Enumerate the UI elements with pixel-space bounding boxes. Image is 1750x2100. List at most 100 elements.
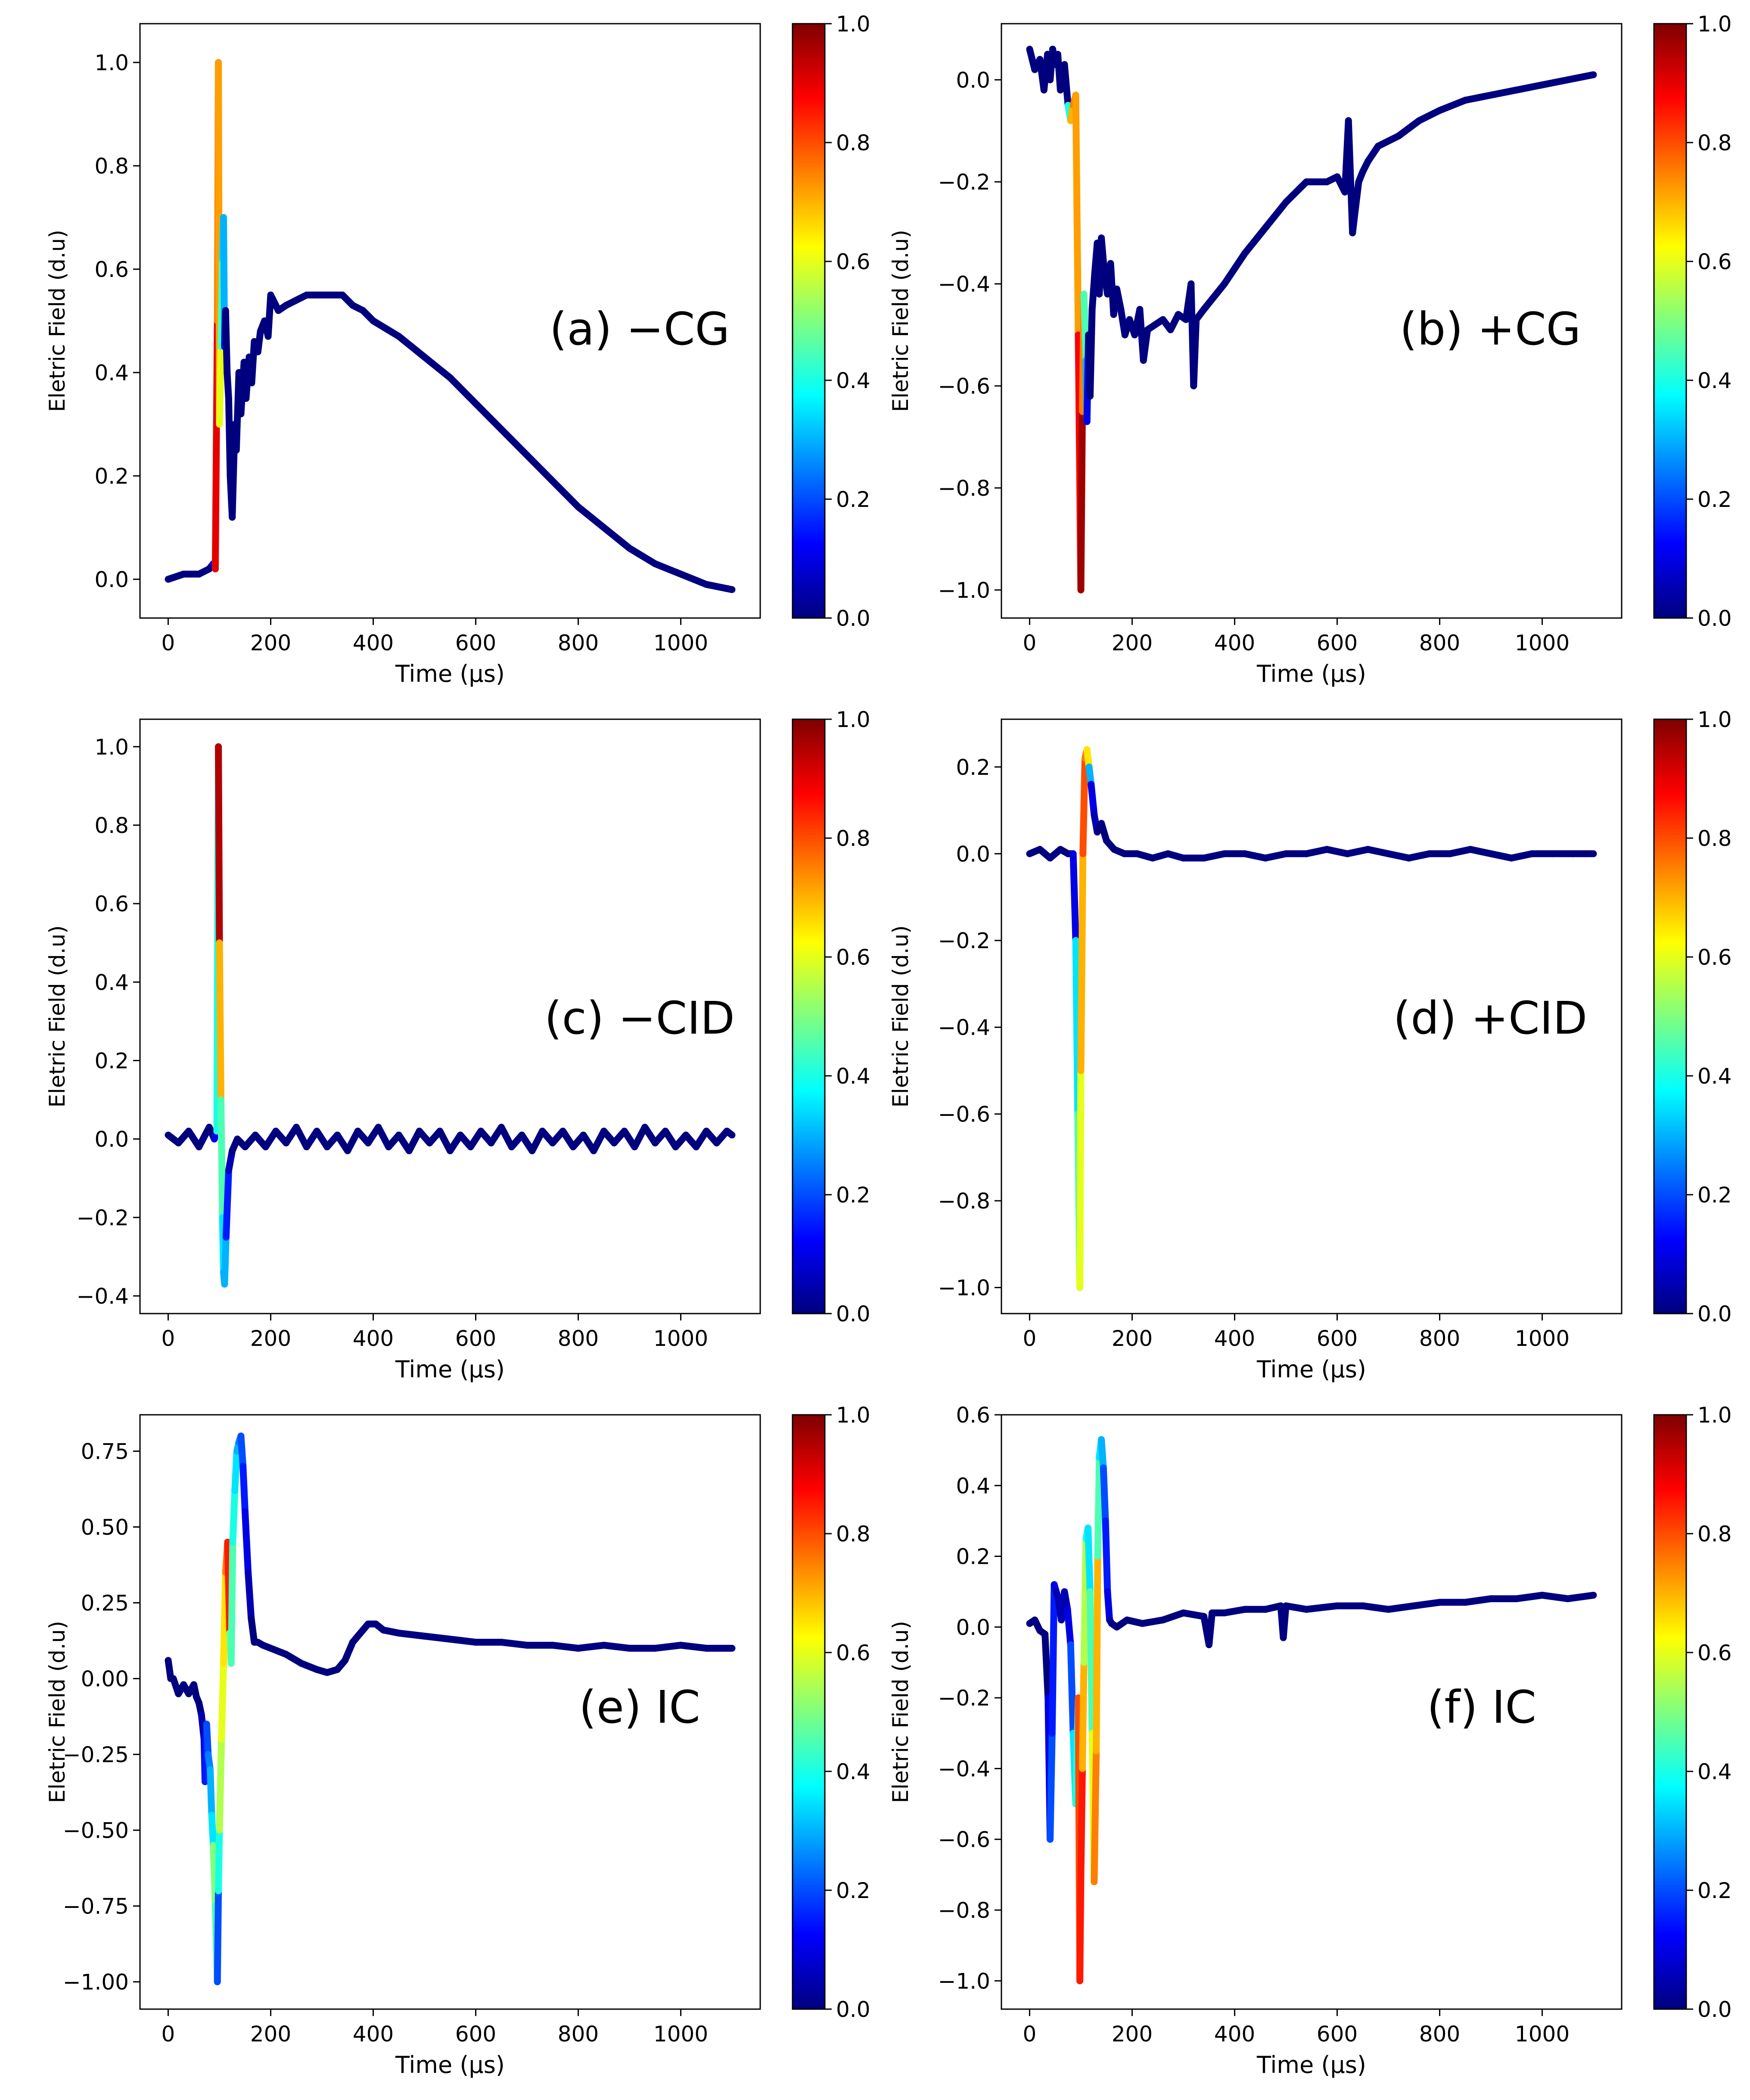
y-tick-label: 0.0 xyxy=(956,842,990,867)
data-segment xyxy=(245,1569,255,1622)
data-segment xyxy=(1139,1616,1166,1627)
x-tick-label: 0 xyxy=(1023,631,1037,655)
x-tick-label: 800 xyxy=(558,2022,599,2047)
data-segment xyxy=(1352,178,1362,211)
data-segment xyxy=(1093,1553,1101,1755)
colorbar-tick-label: 0.4 xyxy=(1697,1064,1732,1089)
y-tick-label: −0.6 xyxy=(938,1102,990,1127)
chart-panel-1: 0 200 400 600 800 1000 −1.0 −0.8 −0.6 −0.4 −0.2 0.0… xyxy=(888,12,1732,687)
data-segment xyxy=(1047,1730,1056,1843)
data-segment xyxy=(1190,316,1200,389)
colorbar-tick-label: 0.0 xyxy=(1697,1997,1732,2022)
data-segment xyxy=(1086,306,1096,400)
data-segment xyxy=(1048,1581,1058,1737)
colorbar-tick-label: 0.0 xyxy=(836,1302,870,1326)
data-segment xyxy=(1487,87,1520,99)
colorbar-tick-label: 0.2 xyxy=(1697,1183,1732,1208)
y-axis-label: Eletric Field (d.u) xyxy=(45,230,70,412)
y-axis-label: Eletric Field (d.u) xyxy=(45,1621,70,1803)
data-segment xyxy=(1072,91,1082,339)
colorbar-tick-label: 0.6 xyxy=(836,1640,870,1665)
data-segment xyxy=(1206,1609,1216,1648)
colorbar: 0.0 0.2 0.4 0.6 0.8 1.0 xyxy=(1653,1403,1732,2022)
y-tick-label: 0.4 xyxy=(956,1473,990,1498)
axes-frame xyxy=(1001,718,1623,1314)
data-segment xyxy=(1282,1602,1310,1613)
y-axis-label: Eletric Field (d.u) xyxy=(888,230,913,412)
colorbar-tick-label: 0.2 xyxy=(836,1183,870,1208)
x-tick-label: 600 xyxy=(455,2022,496,2047)
y-tick-label: 0.8 xyxy=(94,154,129,179)
data-segment xyxy=(1539,1591,1571,1603)
data-segment xyxy=(1344,846,1371,857)
y-tick-label: 0.6 xyxy=(94,892,129,916)
y-tick-label: −1.0 xyxy=(938,1276,990,1301)
data-segment xyxy=(1094,1454,1103,1560)
colorbar-tick-label: 0.8 xyxy=(836,1522,870,1547)
colorbar-tick-label: 0.6 xyxy=(1697,945,1732,970)
data-segment xyxy=(498,1639,531,1649)
data-segment xyxy=(1436,96,1469,114)
y-tick-label: −0.6 xyxy=(938,1827,990,1852)
y-tick-label: 0.00 xyxy=(81,1667,129,1692)
colorbar-tick-label: 0.0 xyxy=(836,1997,870,2022)
x-tick-label: 1000 xyxy=(1515,1326,1570,1351)
data-segment xyxy=(1076,1871,1085,1985)
data-segment xyxy=(1323,846,1351,857)
y-tick-label: 0.0 xyxy=(94,567,129,592)
colorbar-tick-label: 0.4 xyxy=(836,1759,870,1784)
y-tick-label: −1.0 xyxy=(938,1969,990,1994)
y-tick-label: −1.0 xyxy=(938,578,990,603)
data-segment xyxy=(248,1614,258,1646)
x-tick-label: 400 xyxy=(353,1326,394,1351)
colorbar-tick-label: 0.2 xyxy=(1697,1878,1732,1903)
data-segment xyxy=(1415,107,1443,124)
data-segment xyxy=(1159,1609,1187,1624)
data-segment xyxy=(222,307,231,376)
data-segment xyxy=(203,1721,212,1758)
data-segment xyxy=(600,1642,633,1652)
data-segment xyxy=(1564,1591,1597,1603)
x-tick-label: 600 xyxy=(455,631,496,655)
data-segment xyxy=(1405,850,1433,862)
x-axis-label: Time (μs) xyxy=(1256,1356,1366,1383)
colorbar-tick-label: 0.8 xyxy=(1697,1522,1732,1547)
data-segment xyxy=(677,571,710,588)
data-segment xyxy=(1359,1602,1392,1613)
data-segment xyxy=(523,452,556,485)
x-axis-label: Time (μs) xyxy=(395,660,505,687)
data-segment xyxy=(1411,1599,1443,1609)
data-segment xyxy=(1385,850,1413,862)
data-series-line xyxy=(1026,46,1597,593)
colorbar: 0.0 0.2 0.4 0.6 0.8 1.0 xyxy=(792,707,870,1326)
data-segment xyxy=(575,1642,607,1652)
data-segment xyxy=(1200,280,1228,313)
x-axis-label: Time (μs) xyxy=(1256,660,1366,687)
y-tick-label: 0.2 xyxy=(956,755,990,780)
x-tick-label: 0 xyxy=(1023,1326,1037,1351)
x-axis-label: Time (μs) xyxy=(395,1356,505,1383)
data-segment xyxy=(1077,408,1086,593)
colorbar: 0.0 0.2 0.4 0.6 0.8 1.0 xyxy=(1653,707,1732,1326)
panel-label: (f) IC xyxy=(1427,1681,1536,1733)
axes-frame xyxy=(1001,1414,1623,2010)
y-tick-label: 0.6 xyxy=(956,1403,990,1428)
y-tick-label: 0.2 xyxy=(94,464,129,489)
panel-label: (c) −CID xyxy=(544,992,735,1044)
y-tick-label: −0.2 xyxy=(938,170,990,195)
data-series-line xyxy=(165,1432,736,1985)
x-tick-label: 0 xyxy=(1023,2022,1037,2047)
data-segment xyxy=(447,1636,479,1646)
axes-frame xyxy=(139,23,761,619)
data-segment xyxy=(703,581,736,593)
y-tick-label: −0.4 xyxy=(938,1756,990,1781)
x-tick-label: 200 xyxy=(250,2022,291,2047)
data-segment xyxy=(652,560,684,578)
y-tick-label: −0.4 xyxy=(938,1015,990,1040)
data-segment xyxy=(1303,1602,1341,1613)
x-tick-label: 0 xyxy=(162,1326,175,1351)
x-tick-label: 600 xyxy=(1317,631,1358,655)
colorbar-gradient xyxy=(792,23,826,619)
data-segment xyxy=(1374,132,1402,150)
